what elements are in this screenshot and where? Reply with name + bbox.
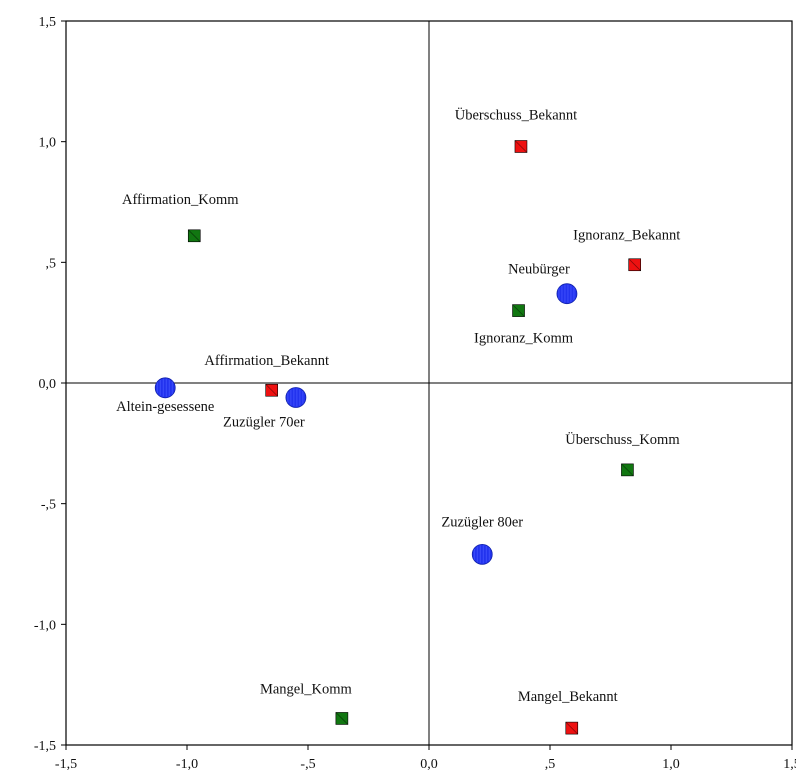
point-ueberschuss-bekannt: [514, 140, 528, 153]
x-tick-label: -,5: [300, 757, 315, 772]
label-neubuerger: Neubürger: [508, 262, 570, 278]
x-tick-label: 1,5: [783, 757, 796, 772]
point-hatch: [187, 229, 201, 243]
label-affirmation-bekannt: Affirmation_Bekannt: [204, 353, 329, 369]
y-axis: 1,5 1,0 ,5 0,0 -,5 -1,0 -1,5: [34, 15, 66, 754]
x-tick-label: -1,5: [55, 757, 77, 772]
point-ueberschuss-komm: [621, 463, 634, 477]
label-zuzuegler-70er: Zuzügler 70er: [223, 414, 305, 430]
label-ignoranz-bekannt: Ignoranz_Bekannt: [573, 228, 680, 244]
x-axis: -1,5 -1,0 -,5 0,0 ,5 1,0 1,5: [55, 745, 796, 772]
x-tick-label: -1,0: [176, 757, 198, 772]
y-tick-label: ,5: [46, 256, 57, 271]
y-tick-label: 0,0: [39, 377, 57, 392]
point-affirmation-bekannt: [265, 383, 279, 397]
point-ignoranz-bekannt: [628, 258, 642, 272]
point-affirmation-komm: [187, 229, 201, 243]
point-hatch: [621, 463, 634, 477]
label-ignoranz-komm: Ignoranz_Komm: [474, 331, 574, 347]
label-altein-gesessene: Altein-gesessene: [116, 399, 214, 415]
label-affirmation-komm: Affirmation_Komm: [122, 192, 239, 208]
y-tick-label: -1,0: [34, 618, 56, 633]
point-mangel-komm: [335, 712, 349, 725]
point-ignoranz-komm: [512, 304, 525, 317]
label-ueberschuss-komm: Überschuss_Komm: [565, 431, 680, 448]
y-tick-label: -1,5: [34, 739, 56, 754]
point-hatch: [565, 721, 579, 735]
label-zuzuegler-80er: Zuzügler 80er: [441, 514, 523, 530]
reference-lines: [66, 21, 792, 745]
data-points: [154, 140, 642, 735]
x-tick-label: 1,0: [662, 757, 680, 772]
point-hatch: [628, 258, 641, 272]
y-tick-label: -,5: [41, 498, 56, 513]
point-hatch: [512, 304, 525, 317]
point-hatch: [514, 140, 528, 153]
x-tick-label: 0,0: [420, 757, 438, 772]
label-ueberschuss-bekannt: Überschuss_Bekannt: [455, 106, 577, 123]
y-tick-label: 1,0: [39, 136, 57, 151]
y-tick-label: 1,5: [39, 15, 57, 30]
point-hatch: [265, 383, 278, 397]
point-hatch: [335, 712, 349, 725]
x-tick-label: ,5: [545, 757, 556, 772]
label-mangel-bekannt: Mangel_Bekannt: [518, 689, 618, 705]
label-mangel-komm: Mangel_Komm: [260, 681, 353, 697]
point-mangel-bekannt: [565, 721, 579, 735]
point-labels: Neubürger Altein-gesessene Zuzügler 70er Zu…: [116, 106, 680, 705]
